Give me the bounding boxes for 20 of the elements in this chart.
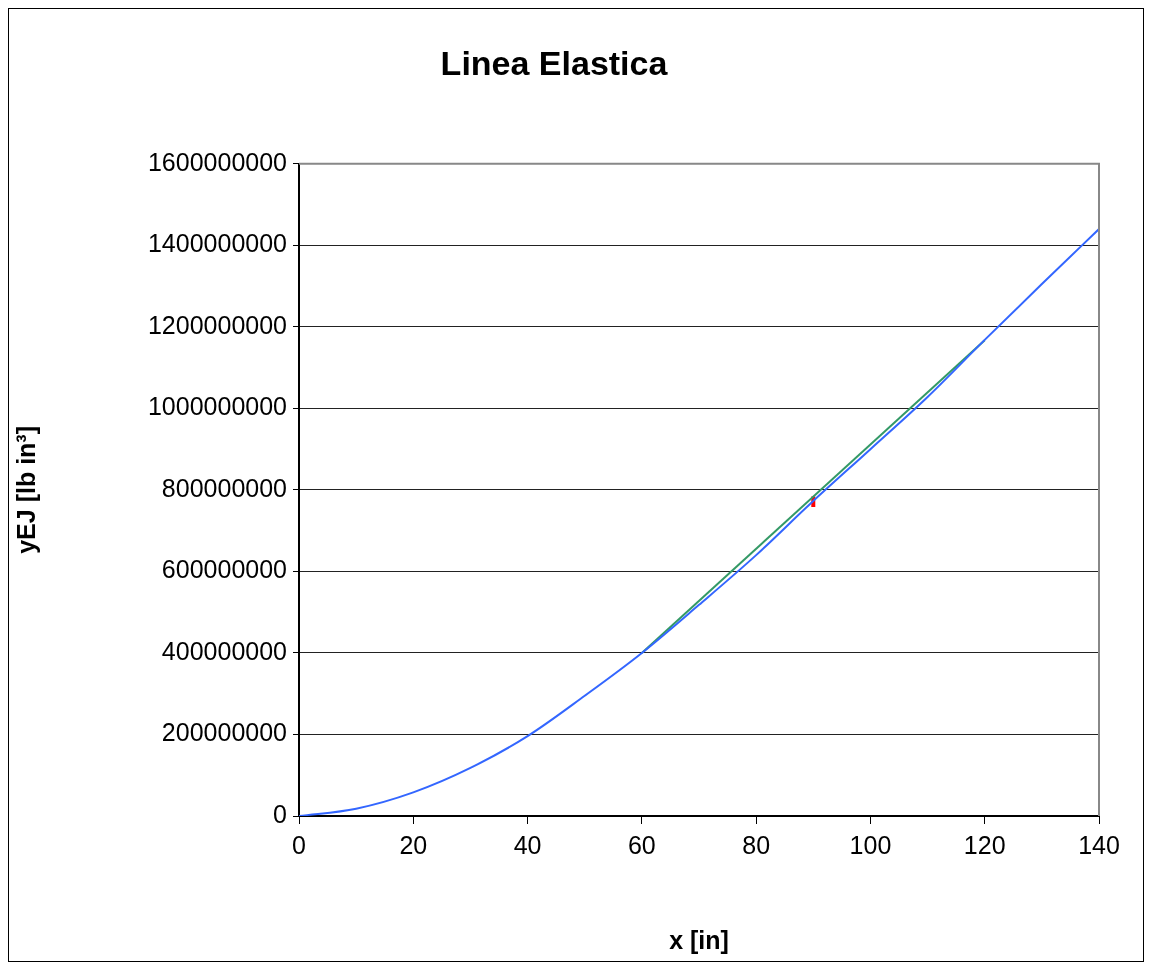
x-tick-label: 100 [849,830,892,859]
x-tick-label: 140 [1078,830,1120,859]
x-tick-label: 80 [742,830,771,859]
x-tick-label: 40 [513,830,542,859]
y-tick-label: 1000000000 [147,392,287,421]
y-tick-label: 1600000000 [147,147,287,176]
y-axis-title: yEJ [lb in³] [11,426,40,554]
y-tick-label: 1200000000 [147,310,287,339]
y-tick-label: 1400000000 [147,229,287,258]
x-axis-title: x [in] [669,925,729,954]
y-tick-label: 600000000 [161,555,287,584]
x-tick-label: 60 [627,830,656,859]
x-tick-label: 120 [963,830,1006,859]
y-tick-label: 400000000 [161,636,287,665]
y-tick-label: 0 [273,799,287,828]
x-tick-label: 20 [399,830,428,859]
x-tick-label: 0 [292,830,306,859]
chart-title: Linea Elastica [440,43,669,82]
y-tick-label: 200000000 [161,718,287,747]
y-tick-label: 800000000 [161,473,287,502]
